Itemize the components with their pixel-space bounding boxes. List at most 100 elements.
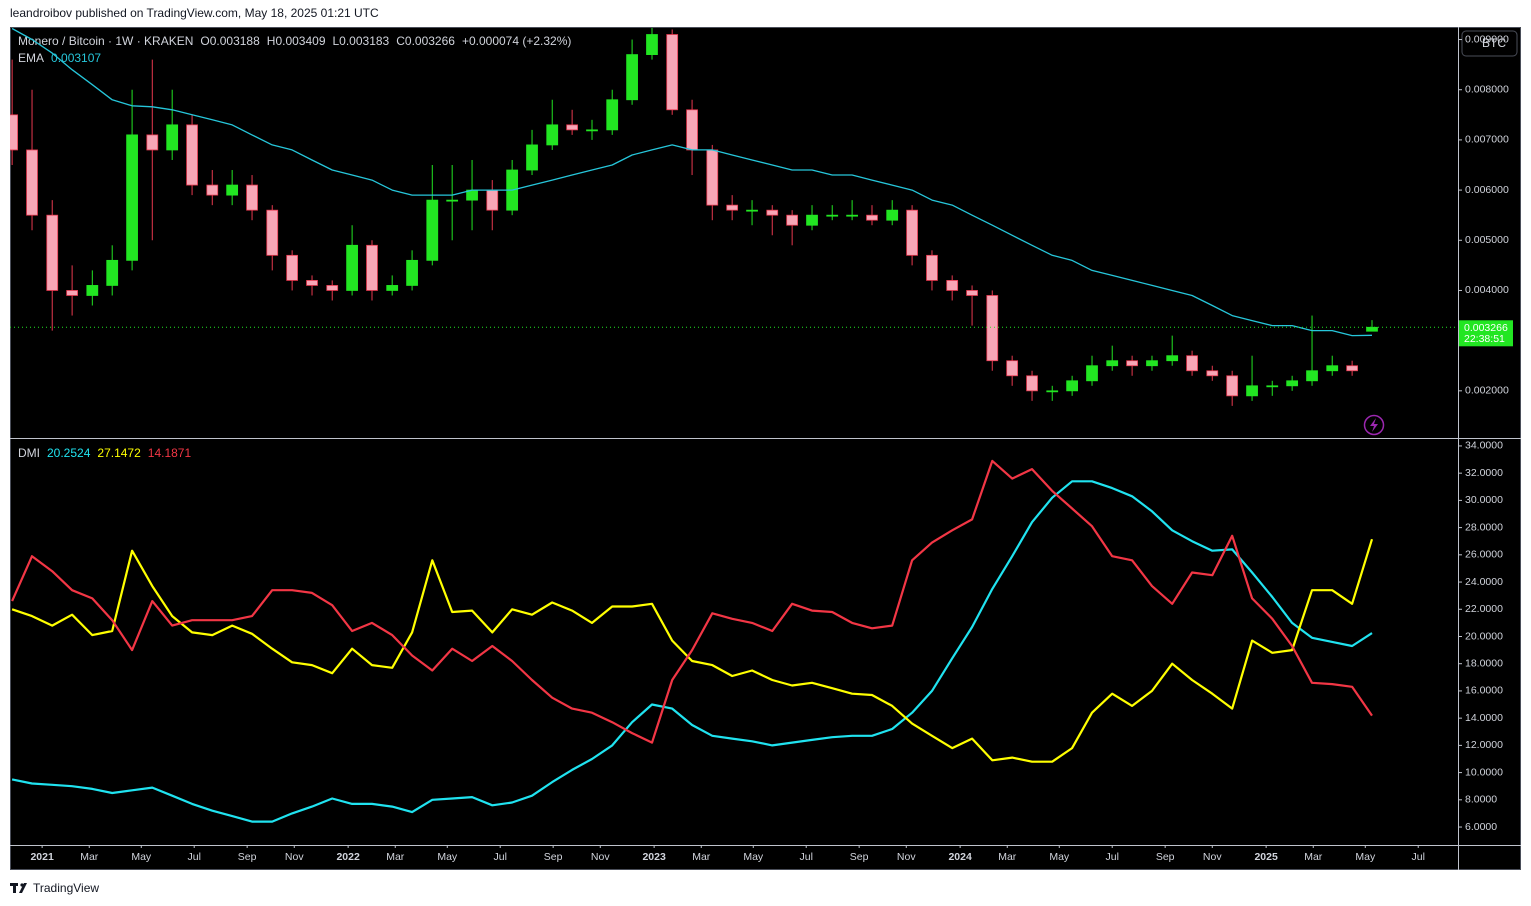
indicator-line — [11, 480, 1373, 823]
y-tick-label: 0.004000 — [1465, 284, 1509, 296]
y-tick-label: 0.006000 — [1465, 184, 1509, 196]
x-tick-label: Jul — [493, 851, 506, 863]
low-text: L0.003183 — [333, 34, 390, 48]
candle-body — [326, 285, 339, 291]
x-tick-label: Nov — [285, 851, 304, 863]
candle-body — [1046, 390, 1059, 393]
y-tick-label: 28.0000 — [1465, 521, 1503, 533]
candle-body — [766, 209, 779, 216]
x-tick-label: Mar — [692, 851, 711, 863]
brand-logo — [10, 883, 27, 893]
candle-body — [66, 290, 78, 296]
ema-value: 0.003107 — [51, 51, 101, 65]
x-tick-label: May — [131, 851, 152, 863]
candle-body — [226, 184, 239, 196]
candle-body — [1226, 375, 1239, 397]
candle-body — [1006, 360, 1019, 377]
candle-body — [966, 290, 978, 296]
candle-body — [746, 209, 758, 212]
candle-body — [946, 280, 959, 291]
x-tick-label: Sep — [850, 851, 869, 863]
candle-body — [886, 209, 899, 221]
candle-body — [1186, 355, 1198, 372]
high-text: H0.003409 — [267, 34, 326, 48]
open-text: O0.003188 — [200, 34, 260, 48]
y-tick-label: 32.0000 — [1465, 467, 1503, 479]
candle-body — [306, 280, 318, 286]
y-tick-label: 12.0000 — [1465, 739, 1503, 751]
ema-legend: EMA 0.003107 — [18, 51, 101, 65]
candle-body — [266, 209, 279, 256]
y-tick-label: 22.0000 — [1465, 603, 1503, 615]
last-price-label: 0.003266 — [1464, 322, 1508, 334]
x-tick-label: Nov — [1203, 851, 1222, 863]
candle-body — [106, 259, 119, 286]
candle-body — [566, 124, 578, 131]
candle-body — [1286, 380, 1299, 387]
candle-body — [806, 214, 818, 226]
candle-body — [526, 144, 538, 171]
published-note: leandroibov published on TradingView.com… — [10, 6, 379, 20]
candle-body — [246, 184, 258, 211]
y-tick-label: 16.0000 — [1465, 685, 1503, 697]
candle-body — [1106, 360, 1119, 367]
indicator-line — [11, 28, 1373, 337]
y-tick-label: 20.0000 — [1465, 630, 1503, 642]
y-tick-label: 26.0000 — [1465, 549, 1503, 561]
candle-body — [906, 209, 918, 256]
candle-body — [386, 285, 399, 291]
candle-body — [486, 189, 499, 211]
candle-body — [546, 124, 559, 146]
dmi-legend: DMI 20.2524 27.1472 14.1871 — [18, 446, 191, 460]
y-tick-label: 10.0000 — [1465, 766, 1503, 778]
brand-name: TradingView — [33, 881, 99, 895]
x-tick-label: May — [1049, 851, 1070, 863]
candle-body — [46, 214, 59, 291]
candle-body — [86, 285, 99, 296]
x-tick-label: 2022 — [336, 851, 360, 863]
candle-body — [1066, 380, 1079, 392]
y-tick-label: 14.0000 — [1465, 712, 1503, 724]
currency-button[interactable] — [1461, 30, 1518, 57]
candle-body — [666, 34, 679, 111]
change-text: +0.000074 (+2.32%) — [462, 34, 571, 48]
x-tick-label: Jul — [1412, 851, 1425, 863]
symbol-legend: Monero / Bitcoin · 1W · KRAKEN O0.003188 H… — [18, 34, 571, 48]
x-tick-label: May — [1355, 851, 1376, 863]
candle-body — [186, 124, 198, 186]
chart-border — [10, 27, 1521, 870]
last-price-tag — [1459, 320, 1513, 347]
y-tick-label: 0.002000 — [1465, 385, 1509, 397]
candle-body — [826, 214, 839, 217]
y-tick-label: 0.007000 — [1465, 134, 1509, 146]
close-text: C0.003266 — [396, 34, 455, 48]
dmi-name: DMI — [18, 446, 40, 460]
candle-body — [446, 199, 459, 202]
y-tick-label: 34.0000 — [1465, 440, 1503, 452]
dmi-value: 20.2524 — [47, 446, 91, 460]
x-tick-label: Jul — [799, 851, 812, 863]
candle-body — [626, 54, 638, 101]
candle-body — [866, 214, 878, 221]
pane — [11, 459, 1374, 823]
ema-name: EMA — [18, 51, 44, 65]
x-tick-label: Jul — [187, 851, 200, 863]
x-tick-label: 2024 — [948, 851, 972, 863]
indicator-line — [11, 538, 1374, 763]
dmi-value: 14.1871 — [148, 446, 192, 460]
candle-body — [286, 254, 299, 281]
x-tick-label: Nov — [897, 851, 916, 863]
candle-body — [1266, 385, 1279, 388]
y-tick-label: 18.0000 — [1465, 657, 1503, 669]
candle-body — [406, 259, 418, 286]
candle-body — [1326, 365, 1339, 372]
candle-body — [1026, 375, 1038, 392]
indicator-line — [11, 459, 1373, 744]
x-tick-label: Mar — [80, 851, 99, 863]
y-tick-label: 8.0000 — [1465, 794, 1497, 806]
currency-label: BTC — [1482, 36, 1506, 50]
candle-body — [10, 114, 19, 151]
alert-icon[interactable] — [1363, 414, 1385, 436]
candle-body — [606, 99, 619, 131]
alert-bolt — [1370, 418, 1378, 432]
